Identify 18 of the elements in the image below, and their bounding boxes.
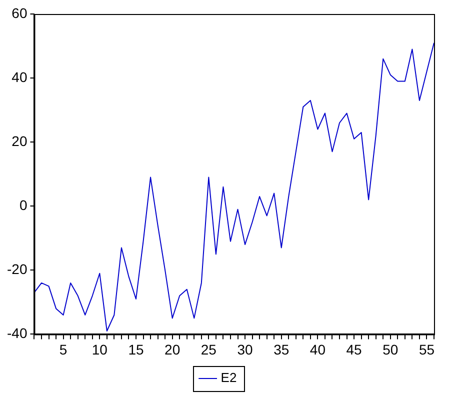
legend-label: E2 (220, 370, 237, 386)
x-tick-label: 10 (92, 341, 108, 358)
x-tick-label: 50 (382, 341, 398, 358)
y-tick-label: 0 (19, 196, 28, 213)
y-tick-label: 40 (12, 68, 28, 85)
y-tick-label: -20 (7, 261, 28, 278)
x-tick-label: 35 (274, 341, 290, 358)
x-tick-label: 45 (346, 341, 362, 358)
x-tick-label: 25 (200, 341, 217, 358)
y-tick-label: -40 (7, 325, 28, 342)
x-tick-label: 15 (128, 341, 144, 358)
y-tick-label: 20 (12, 132, 28, 149)
x-tick-label: 30 (237, 341, 254, 358)
x-tick-label: 55 (418, 341, 435, 358)
x-tick-label: 20 (164, 341, 180, 358)
x-tick-label: 40 (310, 341, 326, 358)
x-tick-label: 5 (59, 341, 68, 358)
y-tick-label: 60 (12, 4, 28, 21)
